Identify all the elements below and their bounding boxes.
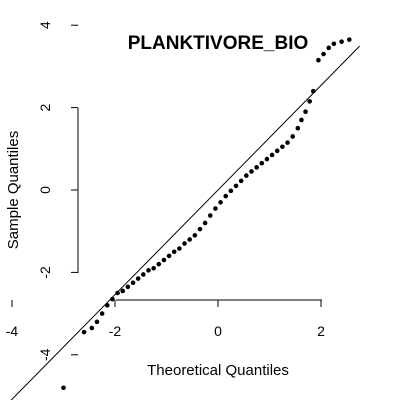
data-point	[197, 226, 203, 232]
data-point	[213, 206, 218, 211]
data-point	[238, 178, 244, 184]
data-point	[326, 45, 332, 51]
data-point	[259, 160, 265, 166]
x-tick-label: 2	[317, 323, 325, 339]
data-point	[202, 220, 208, 226]
data-point	[295, 125, 301, 131]
y-axis-label: Sample Quantiles	[5, 131, 22, 249]
data-point	[99, 311, 105, 316]
data-point	[94, 319, 100, 325]
data-point	[233, 183, 239, 189]
y-tick-label: 2	[37, 103, 53, 111]
data-point	[89, 325, 95, 331]
data-point	[223, 193, 229, 199]
data-point	[316, 57, 321, 63]
y-tick-label: 4	[37, 21, 53, 29]
data-point	[269, 152, 275, 158]
data-point	[182, 241, 187, 246]
data-point	[151, 265, 156, 271]
data-point	[81, 329, 87, 335]
data-point	[161, 257, 167, 263]
data-point	[115, 290, 120, 296]
data-point	[228, 188, 234, 194]
x-tick-label: 0	[214, 323, 222, 339]
y-tick-label: 0	[37, 186, 53, 194]
data-point	[120, 288, 126, 294]
data-point	[310, 88, 316, 94]
data-point	[171, 249, 177, 255]
x-tick-label: -4	[6, 323, 19, 339]
data-point	[339, 39, 344, 44]
data-point	[192, 233, 198, 238]
data-point	[61, 385, 66, 391]
data-point	[303, 109, 308, 115]
data-point	[244, 173, 249, 178]
data-point	[285, 140, 290, 145]
data-point	[125, 284, 131, 290]
data-point	[207, 213, 213, 218]
data-points	[61, 37, 352, 391]
x-axis-label: Theoretical Quantiles	[147, 362, 289, 379]
data-point	[110, 296, 115, 302]
y-tick-label: -2	[37, 266, 53, 279]
data-point	[274, 148, 280, 154]
data-point	[299, 117, 304, 123]
data-point	[347, 37, 352, 42]
data-point	[321, 51, 326, 57]
data-point	[218, 200, 223, 205]
data-point	[146, 268, 151, 273]
y-tick-label: -4	[37, 348, 53, 361]
data-point	[254, 165, 259, 170]
y-ticks: -4 -2 0 2 4	[37, 21, 78, 361]
data-point	[249, 169, 254, 174]
data-point	[290, 134, 295, 139]
data-point	[177, 246, 182, 251]
data-point	[331, 41, 337, 47]
reference-line	[10, 45, 360, 400]
data-point	[187, 237, 192, 242]
data-point	[166, 253, 172, 259]
data-point	[280, 144, 285, 150]
data-point	[264, 156, 270, 162]
chart-title: PLANKTIVORE_BIO	[128, 33, 309, 54]
data-point	[141, 272, 146, 277]
x-tick-label: -2	[109, 323, 122, 339]
data-point	[307, 99, 312, 104]
data-point	[156, 261, 162, 267]
data-point	[104, 303, 110, 308]
data-point	[135, 276, 141, 281]
data-point	[130, 280, 136, 286]
